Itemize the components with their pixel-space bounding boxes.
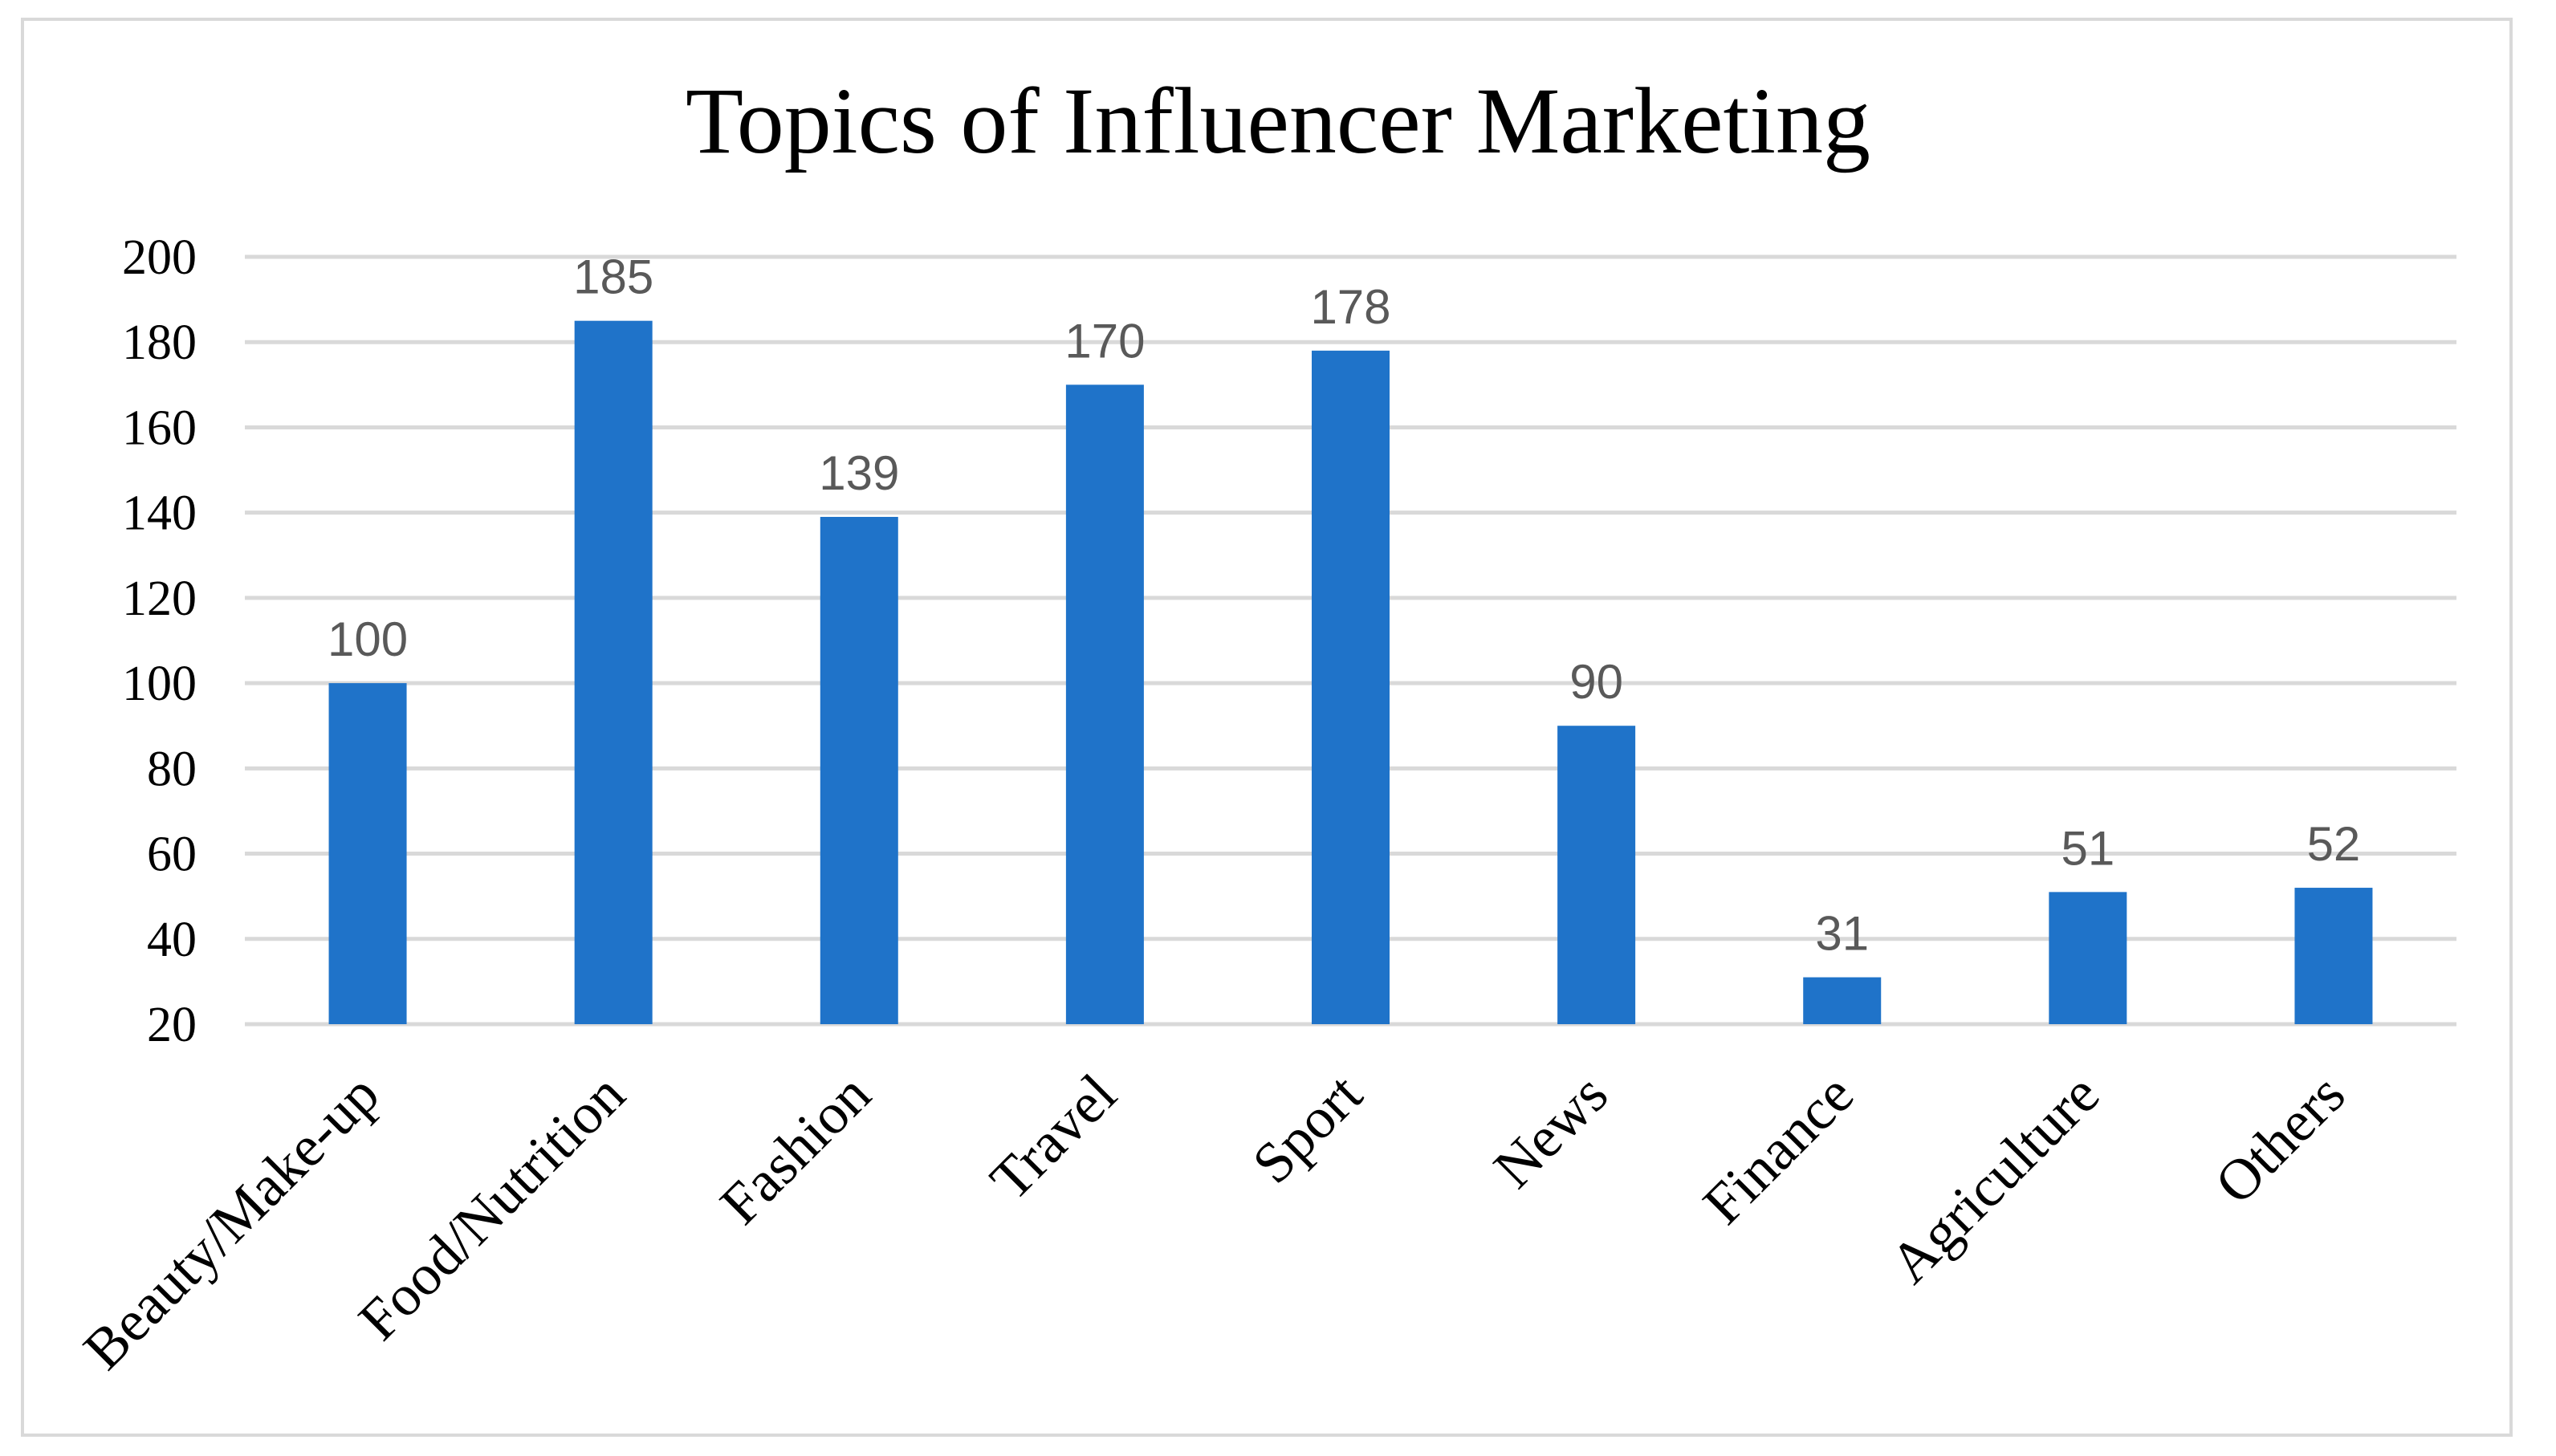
data-label: 185 xyxy=(573,250,653,304)
data-label: 52 xyxy=(2307,817,2361,871)
x-tick-label: Sport xyxy=(1240,1062,1374,1196)
y-tick-label: 40 xyxy=(147,913,197,967)
data-label: 31 xyxy=(1815,907,1869,961)
bar xyxy=(574,320,653,1025)
bar xyxy=(1803,977,1882,1024)
x-tick-label: Beauty/Make-up xyxy=(71,1062,392,1382)
data-labels: 100 185 139 170 178 90 31 51 52 xyxy=(328,250,2360,961)
bars xyxy=(328,320,2373,1025)
bar xyxy=(1312,350,1390,1024)
y-tick-label: 20 xyxy=(147,998,197,1052)
y-tick-label: 140 xyxy=(122,486,197,541)
data-label: 100 xyxy=(328,612,408,666)
x-tick-label: Finance xyxy=(1691,1062,1866,1237)
y-tick-label: 160 xyxy=(122,401,197,455)
y-tick-label: 100 xyxy=(122,657,197,711)
y-tick-label: 200 xyxy=(122,230,197,285)
data-label: 170 xyxy=(1064,314,1145,368)
y-tick-label: 120 xyxy=(122,571,197,626)
bar xyxy=(1557,726,1636,1024)
chart-title: Topics of Influencer Marketing xyxy=(686,68,1870,173)
data-label: 178 xyxy=(1310,280,1390,334)
y-tick-label: 60 xyxy=(147,828,197,882)
chart-frame xyxy=(21,18,2513,1437)
x-tick-label: News xyxy=(1481,1062,1620,1201)
bar xyxy=(820,516,898,1024)
x-tick-label: Others xyxy=(2203,1062,2357,1216)
bar xyxy=(2294,888,2373,1024)
x-tick-label: Food/Nutrition xyxy=(346,1062,637,1352)
y-tick-label: 180 xyxy=(122,315,197,370)
data-label: 139 xyxy=(819,446,899,500)
y-axis: 20 40 60 80 100 120 140 160 180 200 xyxy=(122,230,197,1052)
bar xyxy=(2049,892,2127,1024)
data-label: 90 xyxy=(1569,655,1623,709)
data-label: 51 xyxy=(2061,821,2114,875)
x-tick-label: Agriculture xyxy=(1878,1062,2111,1295)
x-tick-label: Fashion xyxy=(708,1062,883,1237)
bar xyxy=(328,683,407,1024)
y-tick-label: 80 xyxy=(147,742,197,796)
x-tick-label: Travel xyxy=(978,1062,1129,1213)
bar xyxy=(1065,384,1144,1024)
